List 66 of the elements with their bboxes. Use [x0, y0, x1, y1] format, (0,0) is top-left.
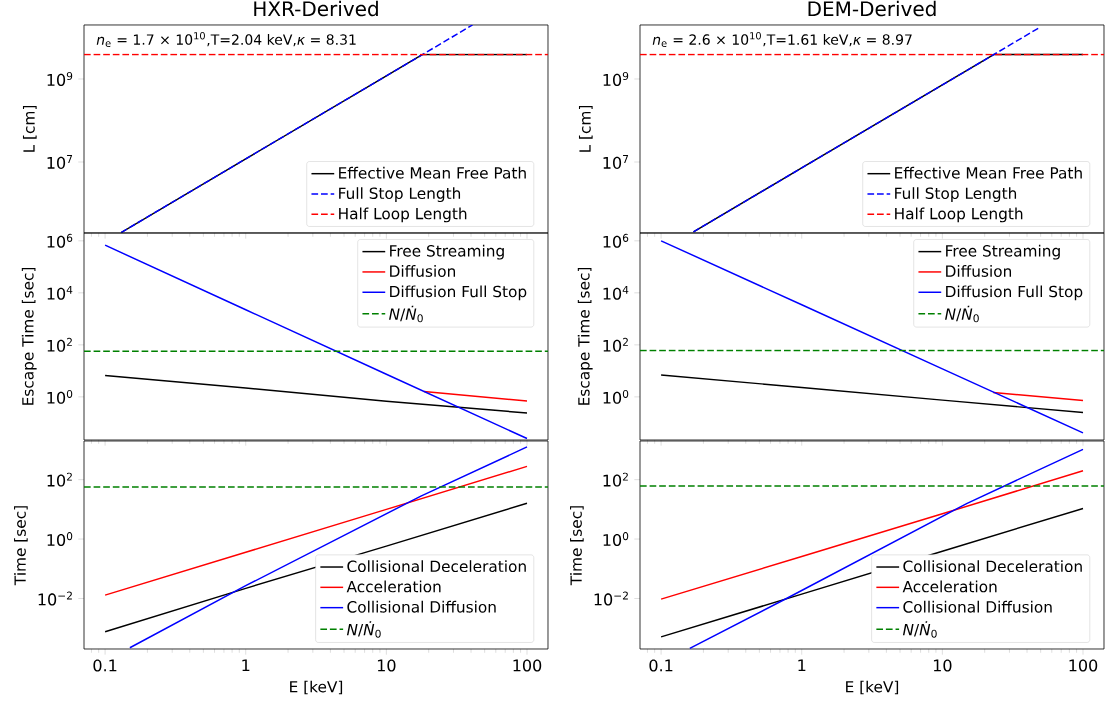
legend-label: N/Ṅ$_{0}$ [945, 305, 979, 323]
legend-label: Acceleration [346, 580, 441, 593]
y-tick-label: 10$^{6}$ [47, 233, 73, 248]
legend-label: Diffusion [390, 265, 456, 277]
x-axis-title: E [keV] [846, 680, 899, 695]
legend-label: Collisional Diffusion [347, 600, 496, 613]
legend-label: N/Ṅ$_{0}$ [389, 305, 423, 323]
y-axis-title: L [cm] [22, 105, 37, 152]
legend-label: Effective Mean Free Path [339, 166, 526, 179]
legend-label: N/Ṅ$_{0}$ [346, 621, 381, 638]
y-tick-label: 10$^{9}$ [47, 72, 73, 86]
line-series [660, 374, 1084, 414]
y-tick-label: 10$^{4}$ [603, 285, 629, 300]
y-tick-label: 10$^{6}$ [603, 233, 629, 248]
y-axis-title: Time [sec] [570, 506, 584, 586]
x-axis-title: E [keV] [290, 680, 343, 695]
chart-title: HXR-Derived [254, 0, 378, 17]
y-axis-title: Escape Time [sec] [21, 267, 37, 405]
legend-label: Full Stop Length [339, 187, 461, 202]
x-tick-label: 100 [513, 659, 542, 672]
line-series [104, 374, 528, 414]
y-tick-label: 10$^{−2}$ [38, 591, 72, 606]
legend-label: Half Loop Length [895, 207, 1023, 223]
y-tick-label: 10$^{−2}$ [594, 591, 628, 606]
y-tick-label: 10$^{2}$ [603, 337, 628, 352]
y-tick-label: 10$^{4}$ [47, 285, 73, 300]
x-tick-label: 1 [798, 659, 806, 672]
x-tick-label: 1 [242, 659, 250, 672]
legend-label: Full Stop Length [895, 187, 1017, 202]
y-tick-label: 10$^{7}$ [603, 155, 629, 169]
legend-label: N/Ṅ$_{0}$ [902, 621, 937, 638]
line-series [660, 240, 1084, 434]
line-series [660, 469, 1084, 600]
x-tick-label: 10 [933, 659, 952, 672]
y-tick-label: 10$^{2}$ [47, 472, 72, 487]
legend-label: Diffusion [946, 265, 1012, 277]
y-tick-label: 10$^{0}$ [47, 532, 73, 547]
annotation: n$_{e}$ = 1.7 × 10$^{10}$,T=2.04 keV,κ = 8.31 [96, 32, 356, 47]
y-axis-title: Escape Time [sec] [577, 267, 593, 405]
legend-label: Collisional Deceleration [903, 560, 1082, 573]
legend-label: Effective Mean Free Path [895, 166, 1082, 179]
line-series [104, 465, 528, 596]
line-series [104, 244, 528, 440]
y-tick-label: 10$^{0}$ [603, 389, 629, 404]
legend-label: Acceleration [902, 580, 997, 593]
x-tick-label: 100 [1069, 659, 1098, 672]
y-tick-label: 10$^{2}$ [603, 472, 628, 487]
y-tick-label: 10$^{0}$ [603, 532, 629, 547]
y-tick-label: 10$^{0}$ [47, 389, 73, 404]
legend-label: Free Streaming [390, 244, 504, 260]
legend-label: Collisional Deceleration [347, 560, 526, 573]
legend-label: Diffusion Full Stop [390, 285, 527, 301]
y-axis-title: L [cm] [578, 105, 593, 152]
x-tick-label: 0.1 [649, 659, 673, 672]
legend-label: Diffusion Full Stop [946, 285, 1083, 301]
y-tick-label: 10$^{7}$ [47, 155, 73, 169]
legend-label: Collisional Diffusion [903, 600, 1052, 613]
x-tick-label: 10 [377, 659, 396, 672]
legend-label: Half Loop Length [339, 207, 467, 223]
y-axis-title: Time [sec] [14, 506, 28, 586]
legend-label: Free Streaming [946, 244, 1060, 260]
y-tick-label: 10$^{9}$ [603, 72, 629, 86]
x-tick-label: 0.1 [93, 659, 117, 672]
chart-title: DEM-Derived [808, 0, 936, 17]
annotation: n$_{e}$ = 2.6 × 10$^{10}$,T=1.61 keV,κ = 8.97 [652, 32, 912, 47]
y-tick-label: 10$^{2}$ [47, 337, 72, 352]
